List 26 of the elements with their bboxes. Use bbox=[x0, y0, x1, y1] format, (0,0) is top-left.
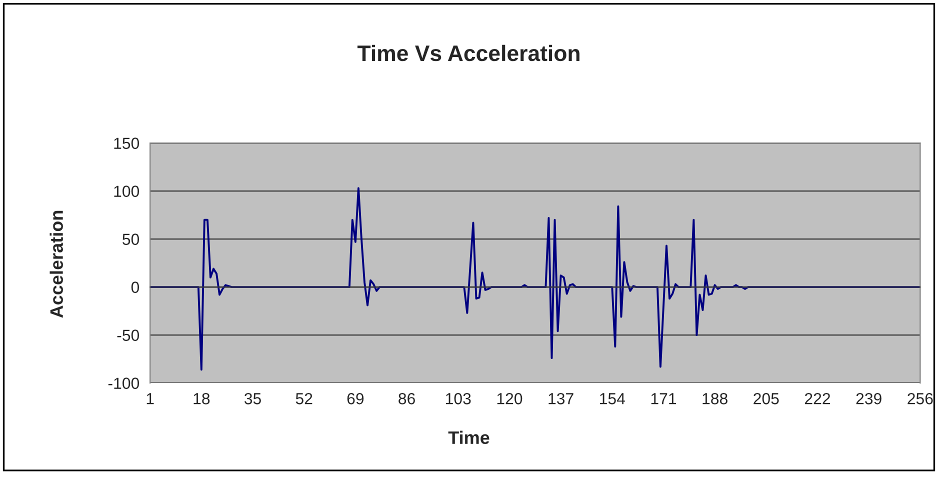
x-tick-label: 103 bbox=[446, 393, 471, 404]
chart-title: Time Vs Acceleration bbox=[357, 44, 580, 62]
y-axis-title: Acceleration bbox=[50, 210, 64, 318]
x-tick-label: 86 bbox=[398, 393, 415, 404]
x-tick-label: 120 bbox=[497, 393, 522, 404]
x-tick-label: 256 bbox=[908, 393, 933, 404]
x-tick-label: 188 bbox=[702, 393, 728, 404]
x-tick-label: 1 bbox=[146, 393, 154, 404]
x-tick-label: 35 bbox=[244, 393, 261, 404]
x-tick-label: 137 bbox=[548, 393, 574, 404]
y-tick-label: 150 bbox=[114, 138, 140, 149]
y-tick-label: -100 bbox=[108, 378, 140, 389]
x-axis-title: Time bbox=[448, 430, 490, 444]
y-tick-label: -50 bbox=[117, 330, 140, 341]
line-series bbox=[150, 187, 920, 371]
x-tick-label: 18 bbox=[194, 393, 210, 404]
x-tick-label: 52 bbox=[296, 393, 312, 404]
x-tick-label: 222 bbox=[804, 393, 830, 404]
y-tick-label: 100 bbox=[114, 186, 140, 197]
x-tick-label: 171 bbox=[651, 393, 676, 404]
x-tick-label: 69 bbox=[347, 393, 364, 404]
y-tick-label: 50 bbox=[122, 234, 140, 245]
y-tick-label: 0 bbox=[131, 282, 140, 293]
x-tick-label: 239 bbox=[856, 393, 882, 404]
x-tick-label: 154 bbox=[600, 393, 625, 404]
x-tick-label: 205 bbox=[754, 393, 779, 404]
